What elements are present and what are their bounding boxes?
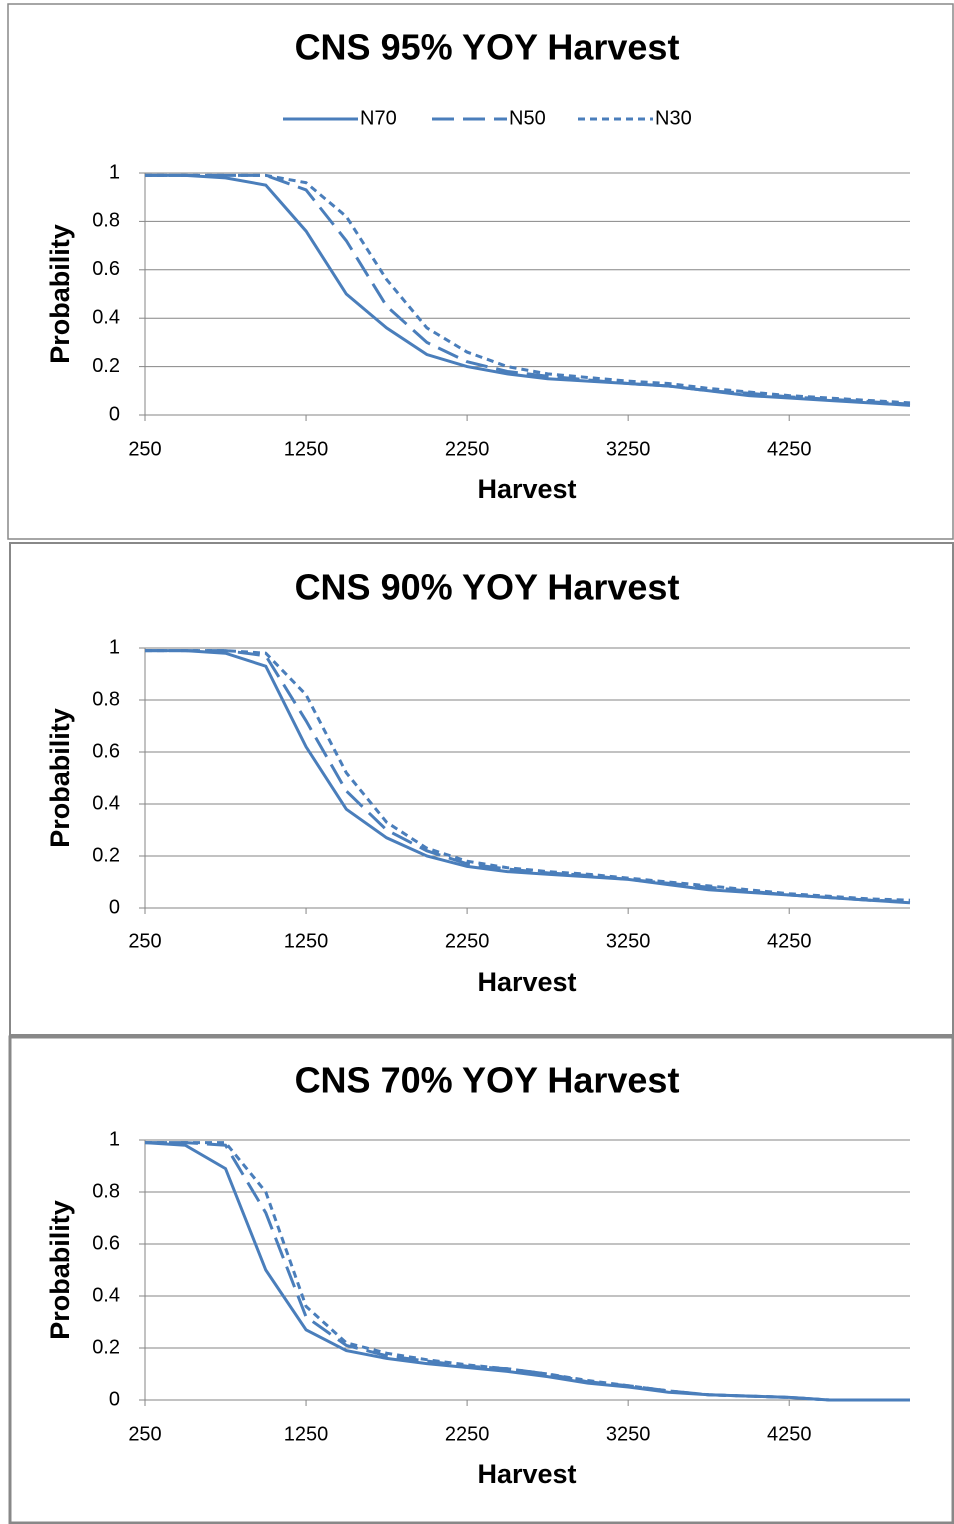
- line-series: [145, 649, 911, 902]
- x-tick-label: 250: [128, 438, 161, 460]
- y-tick-label: 0.4: [92, 792, 120, 814]
- y-tick-label: 0.8: [92, 210, 120, 232]
- y-axis-label: Probability: [45, 224, 75, 364]
- line-series: [145, 1141, 910, 1402]
- chart-title: CNS 95% YOY Harvest: [295, 27, 680, 68]
- legend-label: N30: [655, 107, 692, 129]
- x-tick-label: 4250: [767, 438, 812, 460]
- x-axis-label: Harvest: [477, 474, 576, 504]
- x-tick-label: 1250: [284, 1423, 329, 1445]
- x-tick-label: 2250: [445, 1423, 490, 1445]
- x-tick-label: 3250: [606, 930, 651, 952]
- y-tick-label: 0.4: [92, 1284, 120, 1306]
- y-tick-label: 0.8: [92, 1180, 120, 1202]
- y-tick-label: 0: [109, 1388, 120, 1410]
- y-tick-label: 1: [109, 636, 120, 658]
- x-axis-label: Harvest: [477, 967, 576, 997]
- legend-label: N50: [509, 107, 546, 129]
- x-tick-label: 4250: [767, 1423, 812, 1445]
- y-tick-label: 1: [109, 1128, 120, 1150]
- panel-border: [7, 3, 954, 540]
- line-series: [145, 173, 911, 405]
- line-series: [145, 649, 911, 905]
- x-tick-label: 1250: [284, 930, 329, 952]
- y-tick-label: 0.2: [92, 355, 120, 377]
- line-series: [145, 649, 911, 903]
- y-tick-label: 0.4: [92, 306, 120, 328]
- x-tick-label: 3250: [606, 438, 651, 460]
- y-axis-label: Probability: [45, 708, 75, 848]
- legend-label: N70: [360, 107, 397, 129]
- x-tick-label: 4250: [767, 930, 812, 952]
- x-axis-label: Harvest: [477, 1459, 576, 1489]
- x-tick-label: 1250: [284, 438, 329, 460]
- chart-title: CNS 90% YOY Harvest: [295, 567, 680, 608]
- y-tick-label: 1: [109, 161, 120, 183]
- panel-border: [9, 542, 954, 1036]
- y-axis-label: Probability: [45, 1200, 75, 1340]
- line-series: [144, 1141, 910, 1402]
- y-tick-label: 0: [109, 896, 120, 918]
- x-tick-label: 3250: [606, 1423, 651, 1445]
- y-tick-label: 0: [109, 403, 120, 425]
- line-series: [145, 173, 911, 406]
- y-tick-label: 0.2: [92, 844, 120, 866]
- panel-border: [8, 1035, 954, 1524]
- x-tick-label: 250: [128, 1423, 161, 1445]
- y-tick-label: 0.6: [92, 258, 120, 280]
- line-series: [145, 1141, 910, 1402]
- y-tick-label: 0.6: [92, 740, 120, 762]
- y-tick-label: 0.2: [92, 1336, 120, 1358]
- x-tick-label: 2250: [445, 930, 490, 952]
- chart-title: CNS 70% YOY Harvest: [295, 1060, 680, 1101]
- x-tick-label: 2250: [445, 438, 490, 460]
- x-tick-label: 250: [128, 930, 161, 952]
- y-tick-label: 0.8: [92, 688, 120, 710]
- y-tick-label: 0.6: [92, 1232, 120, 1254]
